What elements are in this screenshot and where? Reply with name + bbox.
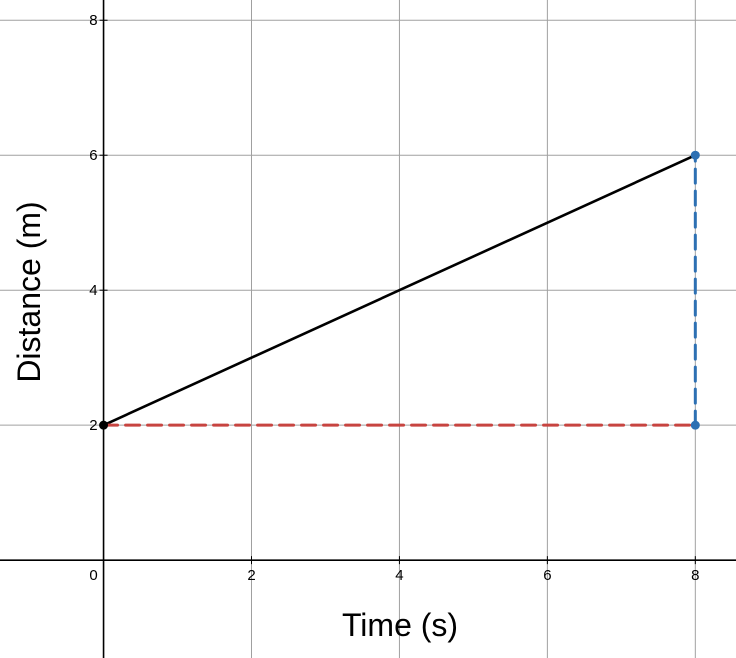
y-tick-label-0: 2: [89, 417, 97, 434]
point-marker-0: [99, 420, 109, 430]
point-marker-2: [690, 420, 700, 430]
x-axis-title: Time (s): [342, 607, 458, 643]
series-line-0: [102, 153, 697, 427]
y-tick-label-2: 6: [89, 147, 97, 164]
x-tick-label-2: 4: [395, 567, 403, 584]
y-tick-label-1: 4: [89, 282, 97, 299]
x-tick-label-0: 0: [89, 567, 97, 584]
x-tick-label-1: 2: [247, 567, 255, 584]
point-marker-1: [690, 150, 700, 160]
tick-labels: 0 2 4 6 8 2 4 6 8: [89, 12, 699, 584]
x-tick-label-4: 8: [691, 567, 699, 584]
y-axis-title: Distance (m): [11, 201, 47, 382]
markers: [99, 150, 700, 430]
y-tick-label-3: 8: [89, 12, 97, 29]
series: [102, 153, 697, 427]
x-tick-label-3: 6: [543, 567, 551, 584]
